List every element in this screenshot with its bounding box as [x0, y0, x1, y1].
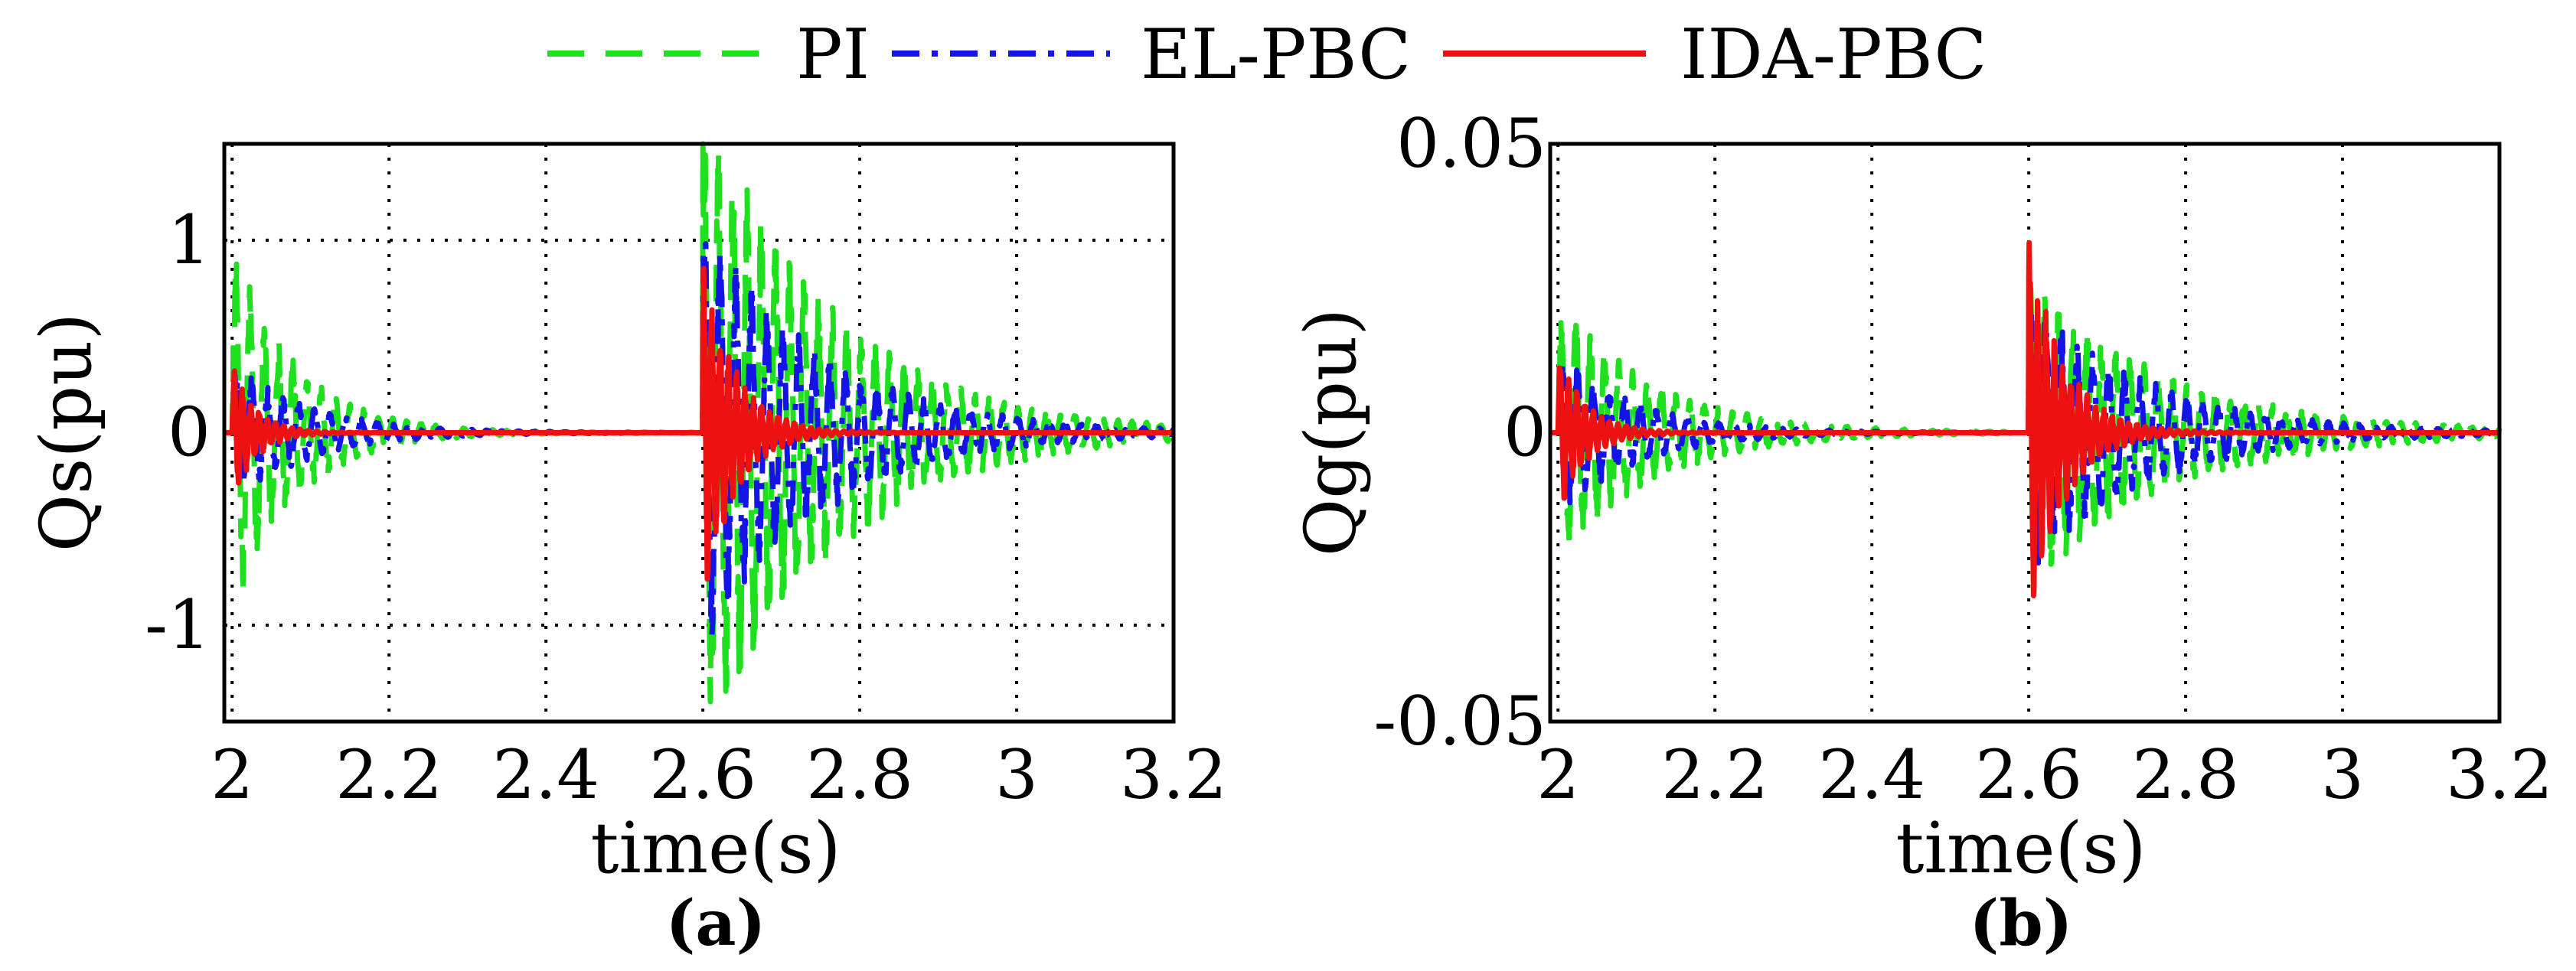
- x-tick-label: 2.2: [335, 735, 442, 814]
- panel-a-frame: [222, 142, 1176, 724]
- series-line-el-pbc: [222, 241, 1176, 638]
- panel-a-series: [222, 141, 1177, 705]
- legend-label-ida-pbc: IDA-PBC: [1680, 15, 1987, 95]
- y-tick-label: -1: [145, 585, 211, 664]
- panel-a: 2 2.2 2.4 2.6 2.8 3 3.2 -1 0 1 Qs(pu) time(s) (a): [25, 141, 1227, 960]
- panel-b-frame: [1548, 142, 2502, 724]
- y-tick-label: -0.05: [1373, 682, 1546, 761]
- panel-b: 2 2.2 2.4 2.6 2.8 3 3.2 -0.05 0 0.05 Qg(pu) time(…: [1290, 104, 2553, 960]
- legend-label-el-pbc: EL-PBC: [1141, 15, 1411, 95]
- panel-a-ylabel: Qs(pu): [25, 313, 107, 552]
- x-tick-label: 2: [211, 735, 253, 814]
- y-tick-label: 0.05: [1396, 104, 1546, 183]
- y-tick-label: 1: [168, 200, 211, 279]
- x-tick-label: 3.2: [1120, 735, 1227, 814]
- series-line-ida-pbc: [222, 266, 1176, 582]
- x-tick-label: 2.2: [1661, 735, 1768, 814]
- series-line-el-pbc: [1548, 288, 2502, 566]
- x-tick-label: 3.2: [2446, 735, 2553, 814]
- series-line-ida-pbc: [1548, 239, 2502, 598]
- y-tick-label: 0: [1503, 393, 1546, 472]
- panel-a-label: (a): [666, 887, 766, 960]
- panel-b-ticks: 2 2.2 2.4 2.6 2.8 3 3.2 -0.05 0 0.05: [1373, 104, 2553, 814]
- panel-a-xlabel: time(s): [590, 807, 841, 889]
- panel-b-series: [1548, 239, 2503, 598]
- x-tick-label: 3: [2321, 735, 2364, 814]
- panel-b-label: (b): [1970, 887, 2073, 960]
- x-tick-label: 2.8: [2132, 735, 2239, 814]
- x-tick-label: 2.4: [1818, 735, 1925, 814]
- x-tick-label: 2.4: [492, 735, 599, 814]
- x-tick-label: 3: [995, 735, 1038, 814]
- series-line-pi: [1548, 278, 2503, 567]
- x-tick-label: 2.8: [806, 735, 913, 814]
- x-tick-label: 2.6: [649, 735, 756, 814]
- panel-b-ylabel: Qg(pu): [1290, 308, 1372, 556]
- legend-label-pi: PI: [796, 15, 870, 95]
- panel-a-ticks: 2 2.2 2.4 2.6 2.8 3 3.2 -1 0 1: [145, 200, 1227, 814]
- legend: PI EL-PBC IDA-PBC: [547, 15, 1987, 95]
- x-tick-label: 2: [1536, 735, 1579, 814]
- x-tick-label: 2.6: [1975, 735, 2082, 814]
- panel-b-xlabel: time(s): [1895, 807, 2146, 889]
- y-tick-label: 0: [168, 393, 211, 472]
